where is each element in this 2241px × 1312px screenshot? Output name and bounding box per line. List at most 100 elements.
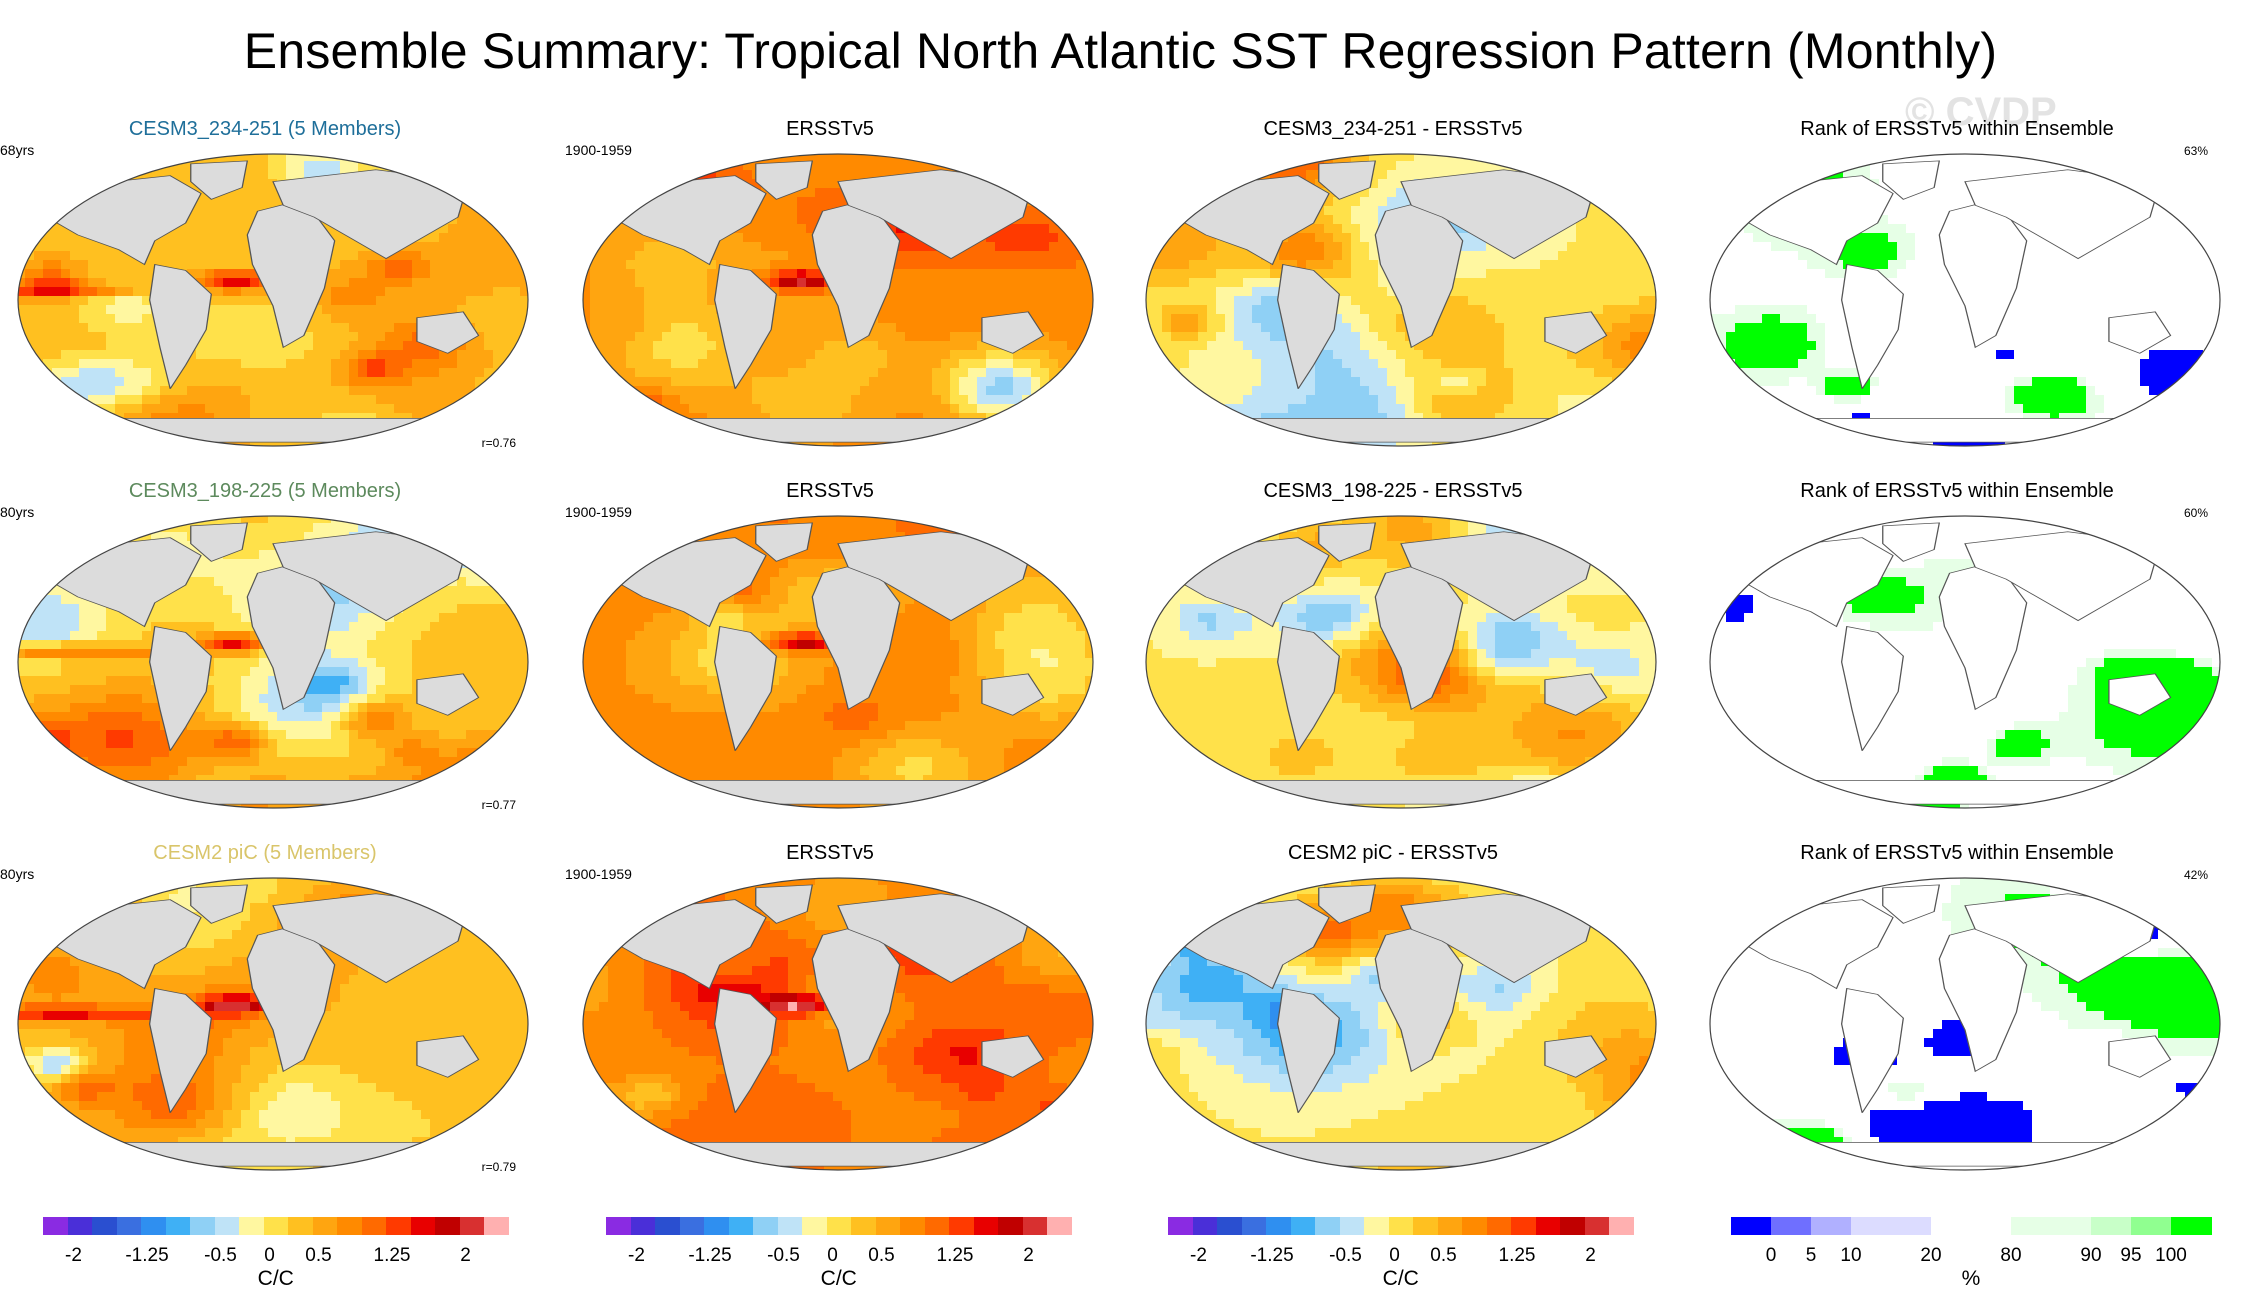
colorbar-swatch (239, 1217, 264, 1235)
colorbar-swatch (165, 1217, 191, 1235)
colorbar-swatch (1413, 1217, 1438, 1235)
colorbar-tick-label: 0.5 (305, 1245, 331, 1267)
model-title: CESM3_234-251 (5 Members) (0, 118, 530, 141)
colorbar-tick-label: -0.5 (204, 1245, 237, 1267)
colorbar-tick-label: -2 (1190, 1245, 1207, 1267)
colorbar-swatch (998, 1217, 1023, 1235)
panel-r3-rank: Rank of ERSSTv5 within Ensemble 42% (1692, 842, 2222, 1192)
colorbar-swatch (214, 1217, 240, 1235)
colorbar-swatch (2131, 1217, 2172, 1235)
colorbar-tick-label: 5 (1806, 1245, 1817, 1267)
colorbar-swatch (263, 1217, 289, 1235)
colorbar-swatch (1022, 1217, 1048, 1235)
colorbar-unit-label: C/C (258, 1267, 294, 1291)
colorbar-tick-label: -1.25 (125, 1245, 168, 1267)
colorbar-swatch (43, 1217, 68, 1235)
obs-map-area (581, 876, 1095, 1172)
r1-obs-map (582, 153, 1094, 447)
colorbar-swatch (92, 1217, 117, 1235)
colorbar-swatch (728, 1217, 754, 1235)
colorbar-tick-label: 0 (264, 1245, 275, 1267)
obs-title: ERSSTv5 (565, 842, 1095, 865)
panel-r2-model: CESM3_198-225 (5 Members) 80yrs r=0.77 (0, 480, 530, 830)
r2-diff-map (1145, 515, 1657, 809)
panel-r2-obs: ERSSTv5 1900-1959 (565, 480, 1095, 830)
colorbar-swatch (1535, 1217, 1561, 1235)
obs-map-area (581, 514, 1095, 810)
colorbar-swatch (606, 1217, 631, 1235)
panel-r2-diff: CESM3_198-225 - ERSSTv5 (1128, 480, 1658, 830)
panel-r3-obs: ERSSTv5 1900-1959 (565, 842, 1095, 1192)
colorbar-swatch (1731, 1217, 1772, 1235)
colorbar-swatch (1266, 1217, 1291, 1235)
colorbar-unit-label: C/C (821, 1267, 857, 1291)
colorbar-tick-label: 0 (1389, 1245, 1400, 1267)
colorbar-swatch (753, 1217, 778, 1235)
colorbar-unit-label: C/C (1383, 1267, 1419, 1291)
model-map-area (16, 152, 530, 448)
diff-map-area (1144, 514, 1658, 810)
colorbar-tick-label: -2 (628, 1245, 645, 1267)
colorbar-unit-label: % (1962, 1267, 1981, 1291)
colorbar-swatch (459, 1217, 485, 1235)
page-title: Ensemble Summary: Tropical North Atlanti… (0, 22, 2241, 80)
colorbar-swatch (2171, 1217, 2212, 1235)
obs-years-label: 1900-1959 (565, 504, 632, 520)
pattern-correlation-label: r=0.76 (482, 436, 516, 450)
colorbar-swatch (1486, 1217, 1512, 1235)
colorbar-swatch (1047, 1217, 1072, 1235)
r3-obs-map (582, 877, 1094, 1171)
colorbar-tick-label: 1.25 (374, 1245, 411, 1267)
model-title: CESM2 piC (5 Members) (0, 842, 530, 865)
colorbar-swatch (67, 1217, 93, 1235)
obs-map-area (581, 152, 1095, 448)
colorbar-tick-label: 80 (2000, 1245, 2021, 1267)
diff-title: CESM2 piC - ERSSTv5 (1128, 842, 1658, 865)
colorbar-swatch (973, 1217, 999, 1235)
colorbar-swatch (1462, 1217, 1487, 1235)
colorbar-swatch (1931, 1217, 2012, 1235)
r3-rank-map (1709, 877, 2221, 1171)
colorbar-swatch (288, 1217, 313, 1235)
diff-map-area (1144, 876, 1658, 1172)
colorbar-tick-label: 1.25 (937, 1245, 974, 1267)
colorbar-swatch (1851, 1217, 1932, 1235)
colorbar-tick-label: -0.5 (767, 1245, 800, 1267)
r2-model-map (17, 515, 529, 809)
colorbar-swatch (1388, 1217, 1414, 1235)
colorbar-tick-label: 0.5 (1430, 1245, 1456, 1267)
obs-title: ERSSTv5 (565, 118, 1095, 141)
pattern-correlation-label: r=0.79 (482, 1160, 516, 1174)
colorbar-tick-label: 2 (1023, 1245, 1034, 1267)
colorbar-swatch (386, 1217, 411, 1235)
rank-map-area (1708, 152, 2222, 448)
pattern-correlation-label: r=0.77 (482, 798, 516, 812)
colorbar-swatch (1217, 1217, 1242, 1235)
colorbar-tick-label: 10 (1840, 1245, 1861, 1267)
colorbar-tick-label: 0.5 (868, 1245, 894, 1267)
colorbar-swatch (1241, 1217, 1267, 1235)
colorbar-swatch (312, 1217, 338, 1235)
colorbar-swatch (704, 1217, 729, 1235)
colorbar-swatch (1339, 1217, 1365, 1235)
obs-years-label: 1900-1959 (565, 142, 632, 158)
colorbar-swatch (1315, 1217, 1340, 1235)
panel-r1-diff: CESM3_234-251 - ERSSTv5 (1128, 118, 1658, 468)
r2-obs-map (582, 515, 1094, 809)
panel-r1-model: CESM3_234-251 (5 Members) 68yrs r=0.76 (0, 118, 530, 468)
colorbar-swatch (2091, 1217, 2132, 1235)
model-years-label: 68yrs (0, 142, 34, 158)
colorbar-swatch (1609, 1217, 1634, 1235)
colorbar-swatch (777, 1217, 803, 1235)
colorbar-swatch (851, 1217, 876, 1235)
colorbar-tick-label: 2 (460, 1245, 471, 1267)
colorbar-tick-label: 1.25 (1499, 1245, 1536, 1267)
colorbar-swatch (949, 1217, 974, 1235)
colorbar-tick-label: -0.5 (1329, 1245, 1362, 1267)
colorbar-tick-label: 95 (2120, 1245, 2141, 1267)
rank-title: Rank of ERSSTv5 within Ensemble (1692, 118, 2222, 141)
colorbar-swatch (1584, 1217, 1610, 1235)
colorbar-swatch (900, 1217, 925, 1235)
rank-percent-label: 60% (2184, 506, 2208, 520)
colorbar-swatch (875, 1217, 901, 1235)
